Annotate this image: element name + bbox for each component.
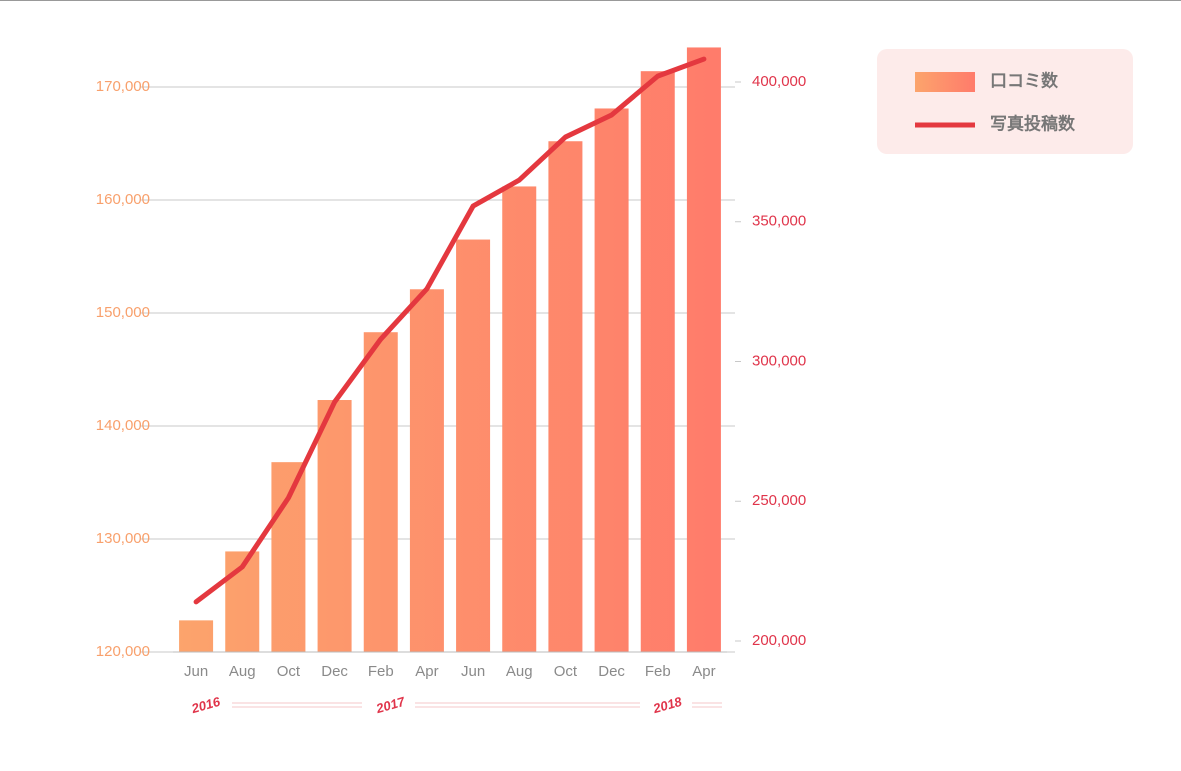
y-tick-label: 160,000 <box>96 191 150 208</box>
bar <box>410 289 444 652</box>
y2-tick-label: 250,000 <box>752 492 806 509</box>
x-tick-label: Apr <box>692 663 715 680</box>
y-tick-label: 150,000 <box>96 304 150 321</box>
x-tick-label: Oct <box>277 663 301 680</box>
y-tick-label: 120,000 <box>96 643 150 660</box>
bar <box>271 462 305 652</box>
bar <box>364 332 398 652</box>
bar <box>641 71 675 652</box>
legend-label: 口コミ数 <box>990 70 1059 90</box>
legend-swatch-bar <box>915 72 975 92</box>
year-label: 2018 <box>651 694 685 717</box>
bar <box>502 186 536 652</box>
bar <box>318 400 352 652</box>
year-label: 2016 <box>189 694 223 717</box>
x-tick-label: Dec <box>321 663 348 680</box>
y-tick-label: 140,000 <box>96 417 150 434</box>
y-tick-label: 130,000 <box>96 530 150 547</box>
y2-tick-label: 350,000 <box>752 213 806 230</box>
y-tick-label: 170,000 <box>96 78 150 95</box>
x-tick-label: Jun <box>184 663 208 680</box>
bar <box>595 108 629 652</box>
x-tick-label: Feb <box>368 663 394 680</box>
legend-label: 写真投稿数 <box>990 113 1076 133</box>
bar <box>548 141 582 652</box>
x-tick-label: Oct <box>554 663 578 680</box>
bar <box>456 240 490 652</box>
year-label: 2017 <box>374 694 408 717</box>
x-tick-label: Dec <box>598 663 625 680</box>
legend-box <box>877 49 1133 154</box>
x-tick-label: Feb <box>645 663 671 680</box>
y2-tick-label: 300,000 <box>752 352 806 369</box>
y2-tick-label: 400,000 <box>752 73 806 90</box>
x-tick-label: Aug <box>229 663 256 680</box>
x-tick-label: Apr <box>415 663 438 680</box>
bar <box>179 620 213 652</box>
x-tick-label: Jun <box>461 663 485 680</box>
year-dividers <box>232 703 722 707</box>
y2-tick-label: 200,000 <box>752 632 806 649</box>
bar <box>687 47 721 652</box>
x-tick-label: Aug <box>506 663 533 680</box>
